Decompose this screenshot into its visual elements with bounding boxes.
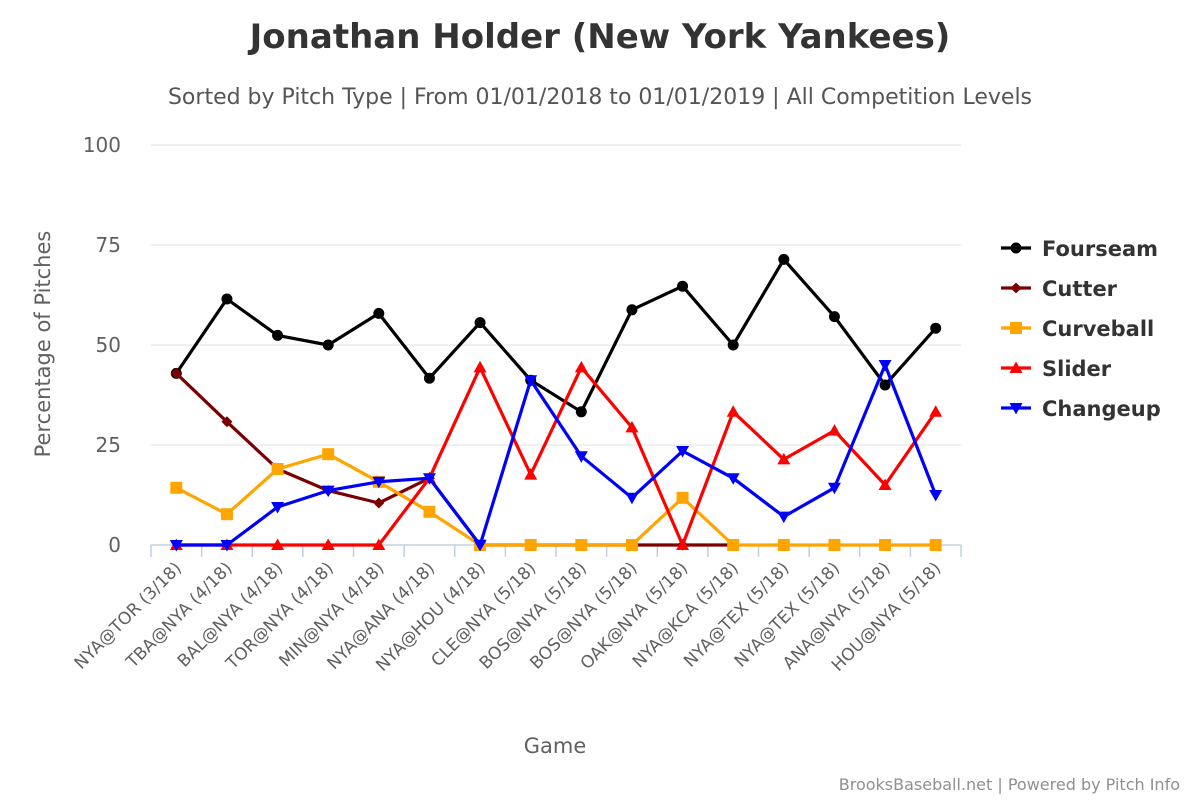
data-point-changeup <box>878 360 892 372</box>
legend-item-cutter[interactable]: Cutter <box>1001 277 1118 301</box>
data-point-slider <box>777 452 791 465</box>
series-changeup <box>169 360 943 552</box>
data-point-changeup <box>473 540 487 552</box>
data-point-changeup <box>524 375 538 387</box>
series-line-fourseam <box>174 257 938 414</box>
data-point-curveball <box>676 491 689 504</box>
data-point-slider <box>321 538 335 550</box>
data-point-changeup <box>169 540 183 552</box>
legend-item-curveball[interactable]: Curveball <box>1001 317 1154 341</box>
data-point-slider <box>878 478 892 490</box>
chart-subtitle: Sorted by Pitch Type | From 01/01/2018 t… <box>168 85 1032 110</box>
data-point-cutter <box>170 367 182 379</box>
data-point-slider <box>574 360 588 373</box>
y-tick-label: 50 <box>96 333 121 357</box>
data-point-curveball <box>727 539 740 551</box>
data-point-cutter <box>373 497 385 509</box>
data-point-fourseam <box>677 280 689 292</box>
data-point-changeup <box>929 490 943 502</box>
series-slider <box>169 360 943 550</box>
data-point-fourseam <box>828 311 840 323</box>
data-point-changeup <box>271 502 285 514</box>
data-point-slider <box>625 420 639 433</box>
series-line-changeup <box>174 363 938 547</box>
data-point-changeup <box>676 446 690 458</box>
data-point-fourseam <box>727 339 739 351</box>
legend-item-changeup[interactable]: Changeup <box>1001 397 1161 421</box>
legend-marker <box>1010 322 1022 334</box>
series-curveball <box>170 448 942 551</box>
data-point-slider <box>726 405 740 417</box>
data-point-slider <box>929 405 943 417</box>
data-point-curveball <box>423 505 436 518</box>
data-point-curveball <box>777 539 790 551</box>
data-point-fourseam <box>930 322 942 334</box>
data-point-fourseam <box>373 307 385 319</box>
data-point-slider <box>676 538 690 550</box>
data-point-fourseam <box>272 329 284 341</box>
legend-label: Fourseam <box>1042 237 1158 261</box>
data-point-fourseam <box>626 304 638 316</box>
data-point-slider <box>372 538 386 550</box>
data-point-changeup <box>574 451 588 463</box>
data-point-curveball <box>828 539 841 551</box>
data-point-fourseam <box>221 293 233 305</box>
gridlines <box>151 144 961 446</box>
data-point-slider <box>524 468 538 480</box>
y-tick-label: 75 <box>96 233 121 257</box>
data-point-fourseam <box>322 339 334 351</box>
legend-marker <box>1009 403 1023 415</box>
legend: Fourseam Cutter Curveball Slider Changeup <box>1001 237 1161 421</box>
legend-label: Cutter <box>1042 277 1118 301</box>
data-point-changeup <box>726 473 740 485</box>
data-point-changeup <box>827 482 841 495</box>
chart-credit: BrooksBaseball.net | Powered by Pitch In… <box>839 775 1180 794</box>
legend-item-slider[interactable]: Slider <box>1001 357 1112 381</box>
legend-label: Slider <box>1042 357 1112 381</box>
data-point-curveball <box>879 539 892 551</box>
data-point-slider <box>473 360 487 373</box>
data-point-fourseam <box>879 379 891 391</box>
data-point-curveball <box>524 539 537 551</box>
data-point-curveball <box>271 463 284 475</box>
data-point-curveball <box>929 539 942 551</box>
legend-label: Curveball <box>1042 317 1154 341</box>
data-point-changeup <box>422 473 436 485</box>
data-point-curveball <box>220 508 233 521</box>
y-tick-label: 25 <box>96 433 121 457</box>
series-line-slider <box>174 365 938 547</box>
data-point-changeup <box>220 540 234 552</box>
chart-title: Jonathan Holder (New York Yankees) <box>248 17 951 57</box>
legend-marker <box>1010 282 1022 294</box>
legend-label: Changeup <box>1042 397 1161 421</box>
x-axis-title: Game <box>524 734 587 758</box>
data-point-cutter <box>221 416 233 428</box>
y-axis-title: Percentage of Pitches <box>31 231 55 458</box>
data-point-curveball <box>625 539 638 551</box>
legend-item-fourseam[interactable]: Fourseam <box>1001 237 1158 261</box>
data-point-slider <box>271 538 285 550</box>
data-point-curveball <box>322 448 335 461</box>
data-point-changeup <box>625 492 639 505</box>
data-point-fourseam <box>474 317 486 329</box>
series-lines <box>169 253 943 552</box>
data-point-curveball <box>575 539 588 551</box>
y-tick-label: 100 <box>83 133 121 157</box>
y-axis-ticks: 0 25 50 75 100 <box>83 133 121 557</box>
data-point-changeup <box>372 476 386 489</box>
data-point-fourseam <box>575 406 587 418</box>
data-point-changeup <box>321 485 335 498</box>
series-fourseam <box>170 253 942 418</box>
data-point-curveball <box>170 481 183 494</box>
legend-marker <box>1009 361 1023 373</box>
series-line-curveball <box>174 452 938 547</box>
x-axis: NYA@TOR (3/18)TBA@NYA (4/18)BAL@NYA (4/1… <box>71 544 962 676</box>
data-point-fourseam <box>778 253 790 265</box>
data-point-changeup <box>777 511 791 524</box>
data-point-fourseam <box>423 372 435 384</box>
data-point-slider <box>827 424 841 436</box>
legend-marker <box>1010 242 1022 254</box>
y-tick-label: 0 <box>108 533 121 557</box>
